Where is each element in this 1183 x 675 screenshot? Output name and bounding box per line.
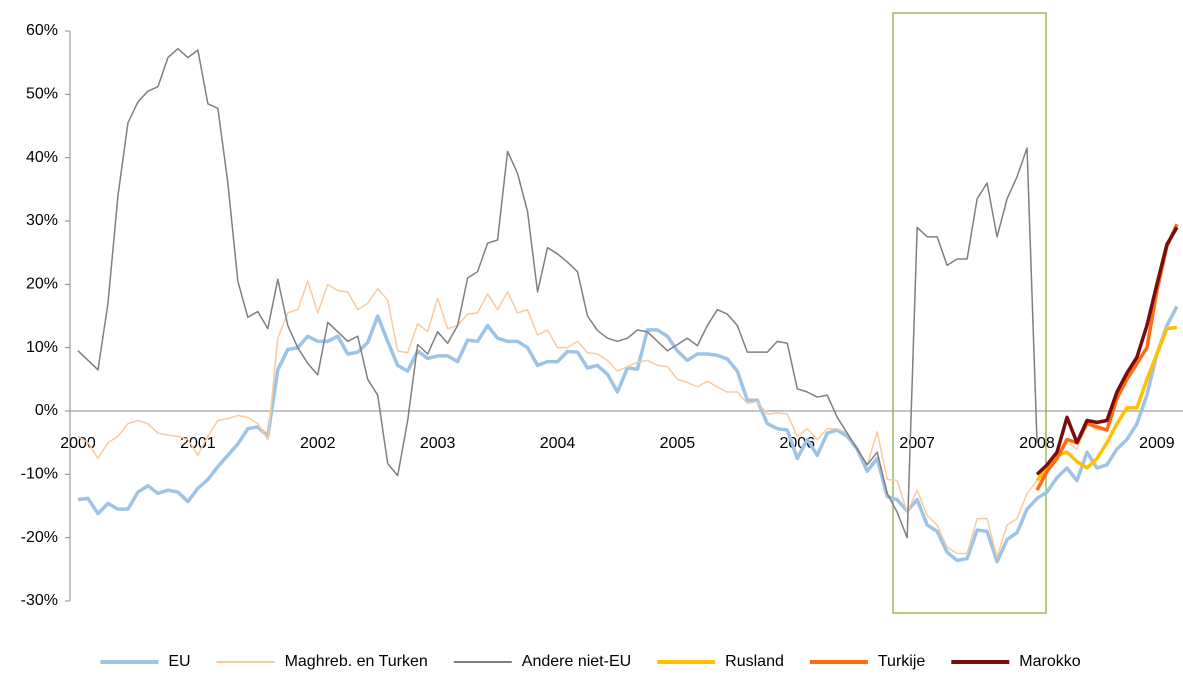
y-tick-label: 10%	[26, 339, 58, 356]
y-tick-label: -20%	[21, 529, 58, 546]
x-tick-label: 2007	[899, 435, 935, 452]
series-line	[77, 305, 1179, 564]
y-tick-label: 40%	[26, 149, 58, 166]
y-tick-label: 0%	[35, 402, 58, 419]
legend-label: Marokko	[1019, 653, 1080, 670]
series-line	[1035, 226, 1179, 476]
x-tick-label: 2009	[1139, 435, 1175, 452]
series-line	[77, 47, 1038, 539]
series-line	[1035, 223, 1179, 491]
y-tick-label: 20%	[26, 276, 58, 293]
x-tick-label: 2003	[420, 435, 456, 452]
x-tick-label: 2002	[300, 435, 336, 452]
legend-label: Andere niet-EU	[522, 653, 631, 670]
legend-label: EU	[168, 653, 190, 670]
legend-label: Maghreb. en Turken	[285, 653, 428, 670]
x-tick-label: 2000	[60, 435, 96, 452]
x-tick-label: 2004	[540, 435, 576, 452]
legend-label: Turkije	[878, 653, 926, 670]
x-tick-label: 2001	[180, 435, 216, 452]
legend-label: Rusland	[725, 653, 784, 670]
series-line	[77, 223, 1178, 558]
y-tick-label: -10%	[21, 466, 58, 483]
y-tick-label: 60%	[26, 22, 58, 39]
highlight-box	[892, 12, 1047, 614]
y-tick-label: 50%	[26, 86, 58, 103]
x-tick-label: 2005	[660, 435, 696, 452]
y-tick-label: 30%	[26, 212, 58, 229]
x-tick-label: 2008	[1019, 435, 1055, 452]
y-tick-label: -30%	[21, 592, 58, 609]
